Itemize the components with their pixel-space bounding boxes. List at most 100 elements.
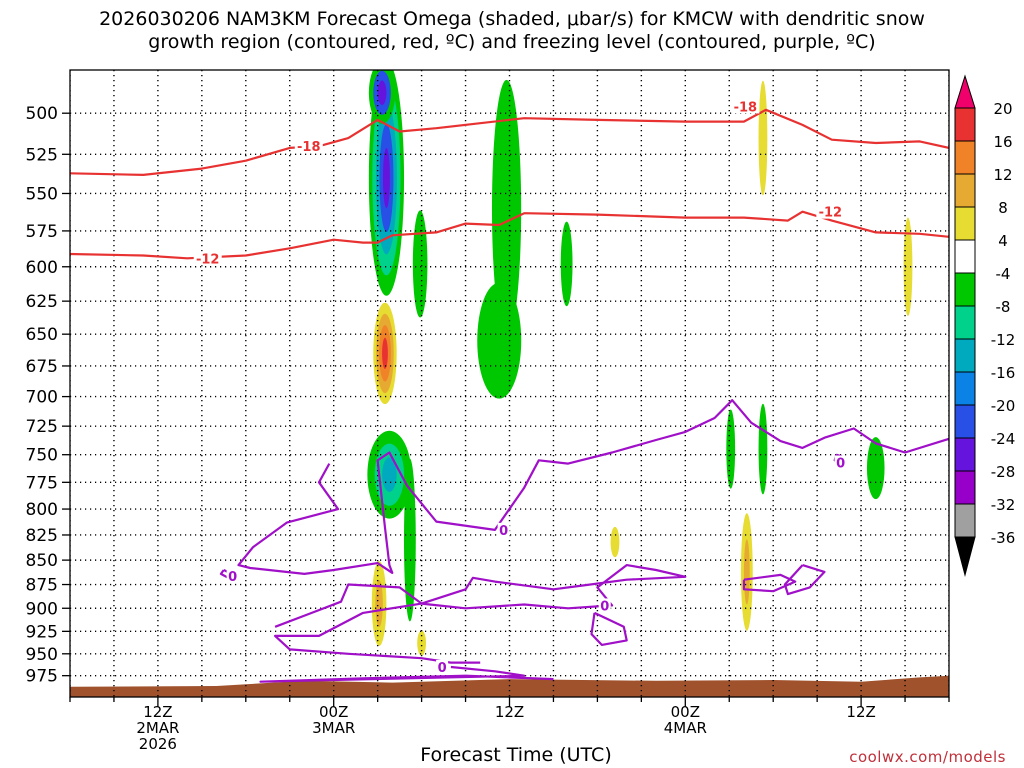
y-tick-label-500: 500 [26, 104, 58, 124]
colorbar-label-7: -12 [991, 331, 1016, 349]
dgz-contour-0 [70, 108, 949, 176]
y-tick-label-800: 800 [26, 500, 58, 520]
x-tick-label-3-0: 00Z [671, 703, 700, 721]
colorbar-label-10: -24 [991, 430, 1016, 448]
freezing-label-bg-2 [834, 455, 847, 470]
colorbar-label-6: -8 [996, 298, 1011, 316]
x-tick-label-0-2: 2026 [139, 735, 177, 753]
colorbar-segment-3 [954, 173, 976, 208]
freezing-contour-0 [237, 399, 949, 575]
omega-shade-1-2 [377, 80, 387, 105]
omega-shade-14-1 [743, 539, 750, 605]
colorbar-label-12: -32 [991, 496, 1016, 514]
y-tick-label-950: 950 [26, 645, 58, 665]
x-tick-label-3-1: 4MAR [664, 719, 707, 737]
colorbar-label-0: 20 [993, 100, 1012, 118]
colorbar-label-13: -36 [991, 529, 1016, 547]
terrain-fill [70, 675, 949, 697]
colorbar-segment-7 [954, 305, 976, 340]
colorbar-segment-2 [954, 140, 976, 175]
freezing-label-2: 0 [836, 457, 845, 472]
dgz-label-0: -18 [297, 140, 321, 155]
dgz-label-bg-2 [731, 99, 760, 114]
colorbar-label-4: 4 [998, 232, 1008, 250]
colorbar-label-11: -28 [991, 463, 1016, 481]
freezing-label-bg-3 [598, 598, 611, 613]
y-tick-label-725: 725 [26, 417, 58, 437]
freezing-contour-5 [590, 611, 628, 646]
freezing-label-bg-1 [226, 568, 239, 583]
colorbar-segment-13 [954, 503, 976, 538]
y-tick-label-575: 575 [26, 222, 58, 242]
freezing-label-4: 0 [438, 661, 447, 676]
y-tick-label-825: 825 [26, 526, 58, 546]
colorbar-label-1: 16 [993, 133, 1012, 151]
colorbar-label-3: 8 [998, 199, 1008, 217]
y-tick-label-700: 700 [26, 388, 58, 408]
omega-shade-7-0 [477, 282, 522, 399]
colorbar-segment-9 [954, 371, 976, 406]
y-tick-label-875: 875 [26, 576, 58, 596]
freezing-contour-3 [274, 564, 687, 664]
x-tick-label-2-0: 12Z [495, 703, 524, 721]
freezing-label-3: 0 [600, 599, 609, 614]
omega-shade-5-0 [412, 210, 428, 318]
colorbar-label-5: -4 [996, 265, 1011, 283]
x-tick-label-0-0: 12Z [143, 703, 172, 721]
omega-shade-4-0 [403, 458, 416, 622]
freezing-label-0: 0 [499, 524, 508, 539]
chart-title-line1: 2026030206 NAM3KM Forecast Omega (shaded… [99, 8, 925, 30]
dgz-label-bg-0 [294, 139, 323, 154]
freezing-contour-6 [742, 573, 797, 593]
omega-shade-3-2 [382, 457, 397, 492]
omega-shade-10-0 [417, 630, 426, 656]
y-tick-label-600: 600 [26, 258, 58, 278]
x-tick-label-1-1: 3MAR [312, 719, 355, 737]
freezing-label-bg-0 [497, 522, 510, 537]
omega-shade-12-0 [758, 80, 768, 196]
y-tick-label-750: 750 [26, 446, 58, 466]
y-tick-label-925: 925 [26, 622, 58, 642]
dgz-label-bg-3 [816, 204, 845, 219]
credit-text: coolwx.com/models [849, 748, 1006, 766]
colorbar-segment-12 [954, 470, 976, 505]
colorbar-segment-6 [954, 272, 976, 307]
y-tick-label-625: 625 [26, 292, 58, 312]
chart-title-line2: growth region (contoured, red, ºC) and f… [148, 31, 876, 53]
y-tick-label-850: 850 [26, 551, 58, 571]
colorbar-label-2: 12 [993, 166, 1012, 184]
omega-shade-11-0 [610, 526, 620, 558]
x-tick-label-0-1: 2MAR [136, 719, 179, 737]
colorbar-segment-1 [954, 107, 976, 142]
omega-shade-0-4 [382, 148, 390, 209]
colorbar-segment-8 [954, 338, 976, 373]
y-tick-label-775: 775 [26, 473, 58, 493]
colorbar-segment-10 [954, 404, 976, 439]
y-tick-label-525: 525 [26, 145, 58, 165]
freezing-contour-7 [783, 564, 826, 596]
dgz-label-1: -12 [196, 252, 220, 267]
omega-shade-17-0 [866, 437, 885, 500]
freezing-label-1: 0 [228, 570, 237, 585]
y-tick-label-975: 975 [26, 667, 58, 687]
omega-shade-15-0 [726, 409, 736, 489]
colorbar-top-arrow [954, 74, 976, 109]
colorbar-bottom-arrow [954, 536, 976, 577]
dgz-label-bg-1 [193, 251, 222, 266]
x-axis-label: Forecast Time (UTC) [420, 744, 612, 766]
omega-shade-16-0 [758, 403, 768, 495]
y-tick-label-900: 900 [26, 599, 58, 619]
colorbar-label-9: -20 [991, 397, 1016, 415]
x-tick-label-1-0: 00Z [319, 703, 348, 721]
freezing-contour-4 [259, 665, 554, 683]
dgz-label-3: -12 [819, 206, 843, 221]
freezing-label-bg-4 [436, 659, 449, 674]
y-tick-label-550: 550 [26, 184, 58, 204]
y-tick-label-675: 675 [26, 357, 58, 377]
omega-shade-6-0 [491, 79, 522, 338]
colorbar-label-8: -16 [991, 364, 1016, 382]
dgz-label-2: -18 [734, 100, 758, 115]
colorbar-segment-11 [954, 437, 976, 472]
colorbar-segment-5 [954, 239, 976, 274]
x-tick-label-4-0: 12Z [846, 703, 875, 721]
